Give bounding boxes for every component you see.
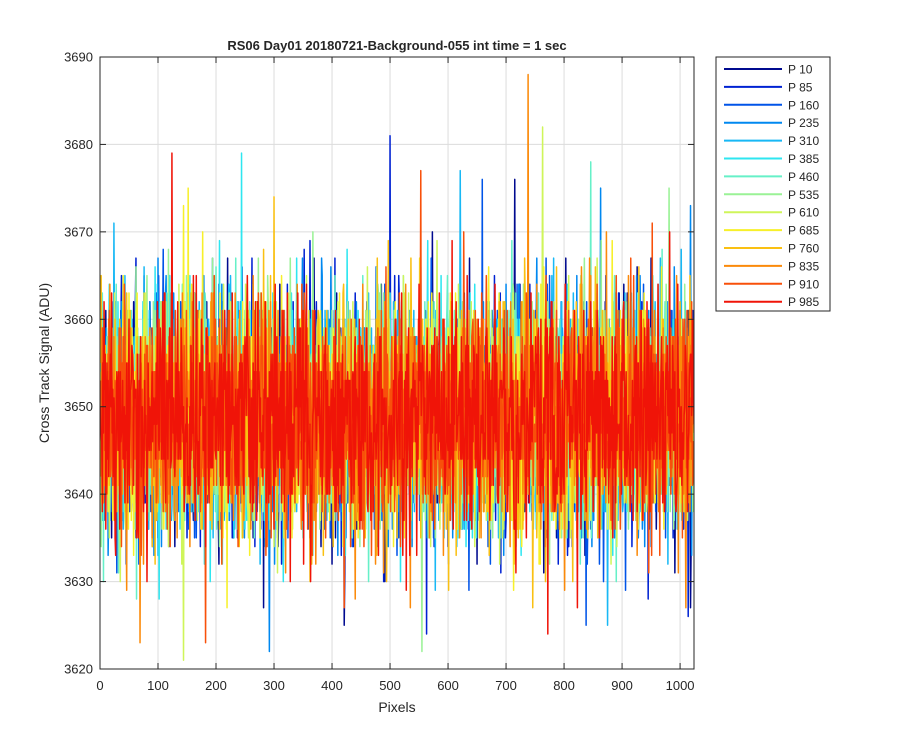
x-tick-label-0: 0 [96, 678, 103, 693]
y-tick-label-3: 3650 [64, 399, 93, 414]
chart-title: RS06 Day01 20180721-Background-055 int t… [227, 38, 566, 53]
x-tick-label-8: 800 [553, 678, 575, 693]
legend-label-p385: P 385 [788, 152, 819, 166]
x-tick-label-5: 500 [379, 678, 401, 693]
legend-label-p85: P 85 [788, 80, 813, 94]
legend-label-p610: P 610 [788, 206, 819, 220]
x-tick-label-2: 200 [205, 678, 227, 693]
legend-label-p160: P 160 [788, 98, 819, 112]
legend-label-p835: P 835 [788, 259, 819, 273]
legend-item-p760: P 760 [724, 242, 819, 256]
legend-label-p685: P 685 [788, 224, 819, 238]
legend-item-p910: P 910 [724, 277, 819, 291]
y-tick-label-2: 3640 [64, 487, 93, 502]
legend-item-p610: P 610 [724, 206, 819, 220]
legend-item-p85: P 85 [724, 80, 813, 94]
legend-label-p310: P 310 [788, 134, 819, 148]
plot-area-frame [99, 56, 695, 670]
series-layer [100, 73, 694, 662]
y-tick-label-6: 3680 [64, 137, 93, 152]
x-tick-label-7: 700 [495, 678, 517, 693]
legend-label-p235: P 235 [788, 116, 819, 130]
legend-label-p760: P 760 [788, 242, 819, 256]
legend-label-p910: P 910 [788, 277, 819, 291]
x-tick-label-9: 900 [611, 678, 633, 693]
y-axis-label: Cross Track Signal (ADU) [36, 283, 52, 443]
legend-item-p535: P 535 [724, 188, 819, 202]
legend-item-p160: P 160 [724, 98, 819, 112]
x-tick-label-4: 400 [321, 678, 343, 693]
legend-label-p460: P 460 [788, 170, 819, 184]
legend-item-p310: P 310 [724, 134, 819, 148]
legend-item-p10: P 10 [724, 63, 813, 77]
legend-label-p10: P 10 [788, 63, 813, 77]
x-tick-label-6: 600 [437, 678, 459, 693]
x-tick-label-3: 300 [263, 678, 285, 693]
axis-ticks: 0 100 200 300 400 500 600 700 800 900 1000 3620 3630… [64, 50, 694, 694]
legend-item-p460: P 460 [724, 170, 819, 184]
x-axis-label: Pixels [378, 699, 415, 715]
legend-box [715, 56, 831, 312]
x-tick-label-1: 100 [147, 678, 169, 693]
legend-item-p685: P 685 [724, 224, 819, 238]
y-tick-label-4: 3660 [64, 312, 93, 327]
series-line-p985 [100, 152, 694, 635]
legend-item-p235: P 235 [724, 116, 819, 130]
y-tick-label-1: 3630 [64, 574, 93, 589]
y-tick-label-0: 3620 [64, 662, 93, 677]
legend-item-p985: P 985 [724, 295, 819, 309]
legend-item-p385: P 385 [724, 152, 819, 166]
y-tick-label-5: 3670 [64, 224, 93, 239]
x-tick-label-10: 1000 [666, 678, 695, 693]
y-tick-label-7: 3690 [64, 50, 93, 65]
legend-label-p535: P 535 [788, 188, 819, 202]
legend: P 10 P 85 P 160 P 235 P 310 P 385 P 460 P 535 P … [715, 56, 831, 312]
legend-label-p985: P 985 [788, 295, 819, 309]
legend-item-p835: P 835 [724, 259, 819, 273]
